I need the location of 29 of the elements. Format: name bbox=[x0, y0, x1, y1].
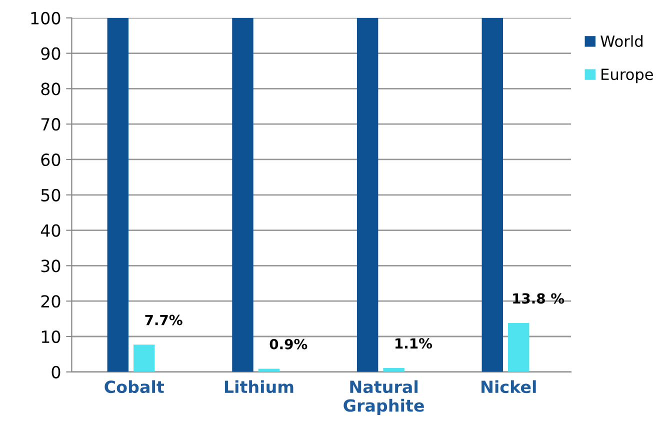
x-tick-label: Cobalt bbox=[104, 380, 164, 394]
bar bbox=[383, 368, 404, 372]
y-tick-label: 70 bbox=[41, 118, 60, 131]
legend-label: Europe bbox=[602, 68, 653, 84]
bar bbox=[134, 344, 155, 372]
bar bbox=[482, 18, 504, 372]
bar bbox=[258, 368, 280, 372]
y-tick-label: 0 bbox=[52, 366, 60, 378]
bar bbox=[107, 18, 129, 372]
y-tick-label: 40 bbox=[40, 224, 60, 237]
y-tick-label: 80 bbox=[41, 82, 60, 96]
data-label: 7.7% bbox=[145, 314, 182, 326]
y-tick-label: 10 bbox=[42, 330, 60, 344]
y-tick-label: 20 bbox=[41, 295, 60, 308]
legend-label: World bbox=[600, 35, 642, 47]
y-tick-label: 100 bbox=[31, 12, 60, 24]
bar bbox=[356, 18, 378, 372]
x-tick-label: Nickel bbox=[482, 380, 536, 394]
y-tick-label: 30 bbox=[41, 260, 60, 272]
y-tick-label: 60 bbox=[41, 153, 60, 166]
data-label: 0.9% bbox=[270, 338, 308, 350]
y-tick-label: 50 bbox=[41, 188, 60, 202]
bar bbox=[508, 323, 530, 372]
bar bbox=[232, 18, 254, 372]
x-tick-label: Lithium bbox=[224, 380, 294, 394]
data-label: 1.1% bbox=[396, 338, 432, 349]
x-tick-label: Natural Graphite bbox=[344, 380, 424, 416]
data-label: 13.8 % bbox=[513, 293, 564, 304]
y-tick-label: 90 bbox=[41, 47, 60, 60]
